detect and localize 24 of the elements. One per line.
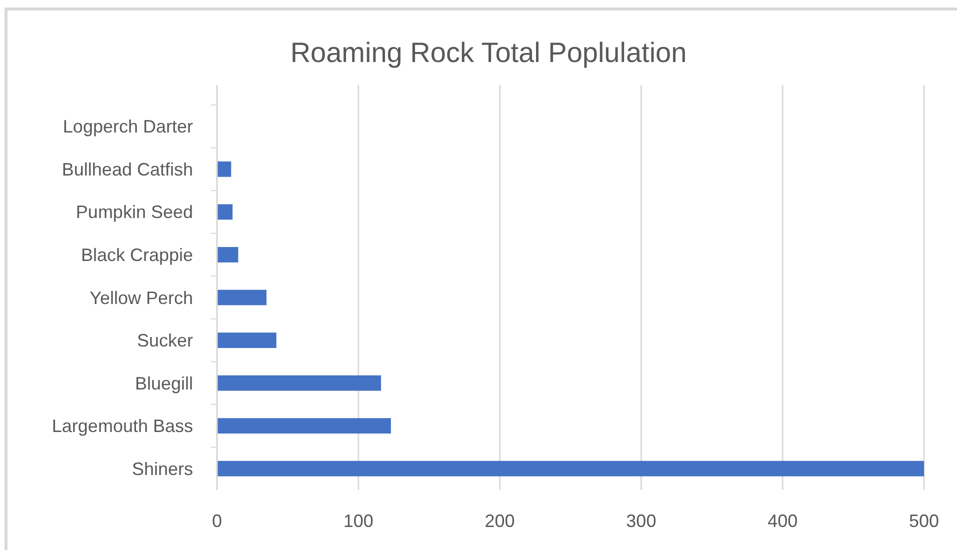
y-tick-label: Logperch Darter bbox=[62, 116, 193, 137]
bar bbox=[217, 460, 924, 476]
x-tick-label: 0 bbox=[212, 511, 222, 531]
x-tick-label: 500 bbox=[908, 511, 940, 531]
bar bbox=[217, 204, 233, 220]
y-tick-label: Black Crappie bbox=[80, 245, 193, 266]
y-tick-label: Pumpkin Seed bbox=[76, 202, 193, 222]
x-tick-label: 300 bbox=[626, 511, 656, 531]
x-tick-label: 200 bbox=[484, 511, 515, 531]
y-tick-label: Largemouth Bass bbox=[52, 416, 193, 436]
bar bbox=[217, 375, 382, 391]
x-tick-label: 100 bbox=[343, 511, 374, 531]
y-tick-label: Bullhead Catfish bbox=[62, 159, 193, 180]
y-tick-label: Yellow Perch bbox=[90, 288, 193, 308]
bar bbox=[217, 290, 266, 306]
bar bbox=[217, 418, 391, 434]
bar bbox=[217, 247, 238, 262]
y-tick-label: Sucker bbox=[136, 330, 193, 351]
bar bbox=[217, 161, 232, 177]
y-tick-label: Shiners bbox=[132, 458, 193, 479]
chart-title: Roaming Rock Total Poplulation bbox=[290, 37, 687, 68]
x-tick-label: 400 bbox=[768, 511, 798, 531]
bar bbox=[217, 332, 276, 348]
y-tick-label: Bluegill bbox=[134, 373, 193, 394]
